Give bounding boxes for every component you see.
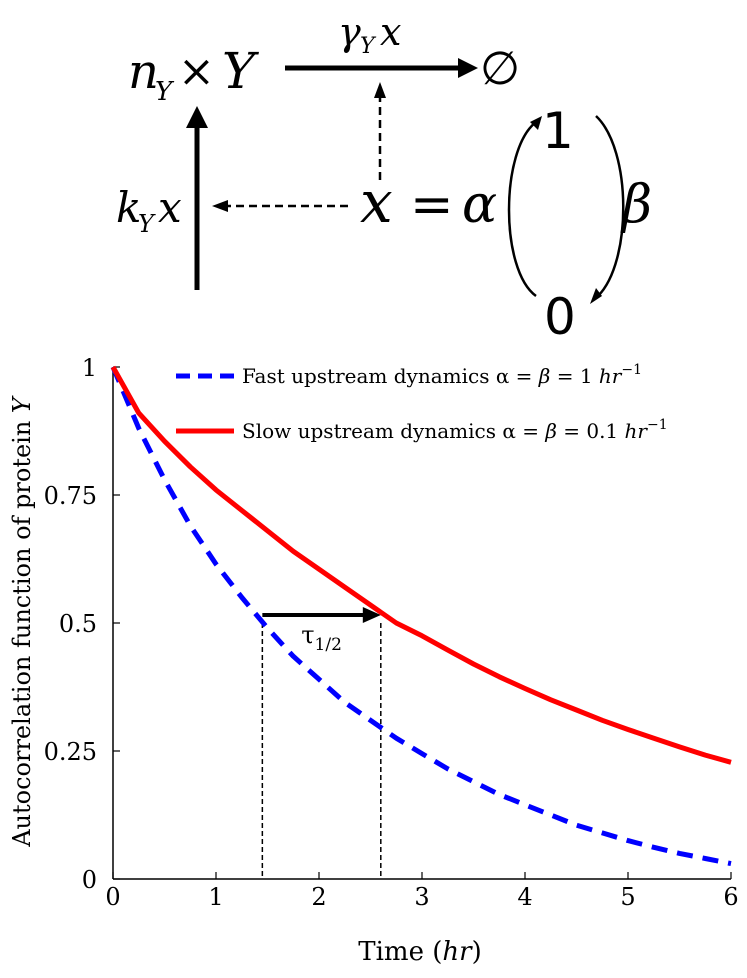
switch-variable: x [360,168,393,236]
reaction-diagram: n Y × Y γ Y x ∅ k Y x x = α β 1 0 [116,10,652,346]
legend-entry: Slow upstream dynamics α = β = 0.1 hr−1 [242,417,668,443]
y-tick-label: 0.25 [44,738,97,766]
alpha-symbol: α [462,175,497,235]
production-arrowhead-icon [186,106,208,128]
half-time-annotation: τ1/2 [261,607,382,879]
x-tick-label: 1 [208,883,223,911]
y-ticks: 0 0.25 0.5 0.75 1 [44,354,120,894]
degradation-rate-symbol: γ [338,10,361,54]
state-off-label: 0 [544,288,576,346]
legend: Fast upstream dynamics α = β = 1 hr−1 Slo… [176,362,668,443]
production-rate-symbol: k [116,183,141,232]
autocorrelation-chart: 0 1 2 3 4 5 6 0 0.25 0.5 0.75 1 τ1/2 Fast upstream… [8,354,739,967]
y-axis-label: Autocorrelation function of protein Y [8,395,36,848]
y-tick-label: 1 [82,354,97,382]
deactivation-arc [595,115,625,297]
empty-set-symbol: ∅ [480,41,520,95]
production-regulation-arrowhead-icon [212,200,228,212]
equals-symbol: = [410,175,454,235]
deactivation-arrowhead-icon [590,288,602,304]
x-tick-label: 2 [311,883,326,911]
activation-arc [507,121,537,298]
x-axis-label: Time (hr) [358,937,481,967]
degradation-arrowhead-icon [458,58,478,78]
fast-series-line [110,366,732,867]
copy-number-symbol: n [128,44,159,100]
production-rate-variable: x [158,183,182,232]
times-symbol: × [178,46,215,97]
beta-symbol: β [620,175,652,235]
series-group [110,365,732,867]
y-tick-label: 0.75 [44,482,97,510]
x-tick-label: 6 [723,883,738,911]
degradation-rate-subscript: Y [360,34,377,59]
legend-entry: Fast upstream dynamics α = β = 1 hr−1 [242,362,642,388]
slow-series-line [110,365,732,765]
y-tick-label: 0.5 [59,610,97,638]
degradation-regulation-arrowhead-icon [374,82,386,98]
copy-number-subscript: Y [155,77,175,107]
x-tick-label: 5 [620,883,635,911]
state-on-label: 1 [542,102,574,160]
protein-y-symbol: Y [222,42,259,100]
x-tick-label: 3 [414,883,429,911]
production-rate-subscript: Y [138,210,156,238]
x-tick-label: 4 [517,883,532,911]
y-tick-label: 0 [82,866,97,894]
degradation-rate-variable: x [380,10,401,54]
x-ticks: 0 1 2 3 4 5 6 [105,872,739,911]
x-tick-label: 0 [105,883,120,911]
half-time-label: τ1/2 [301,621,342,655]
half-time-arrowhead-icon [362,607,381,623]
activation-arrowhead-icon [530,116,542,130]
